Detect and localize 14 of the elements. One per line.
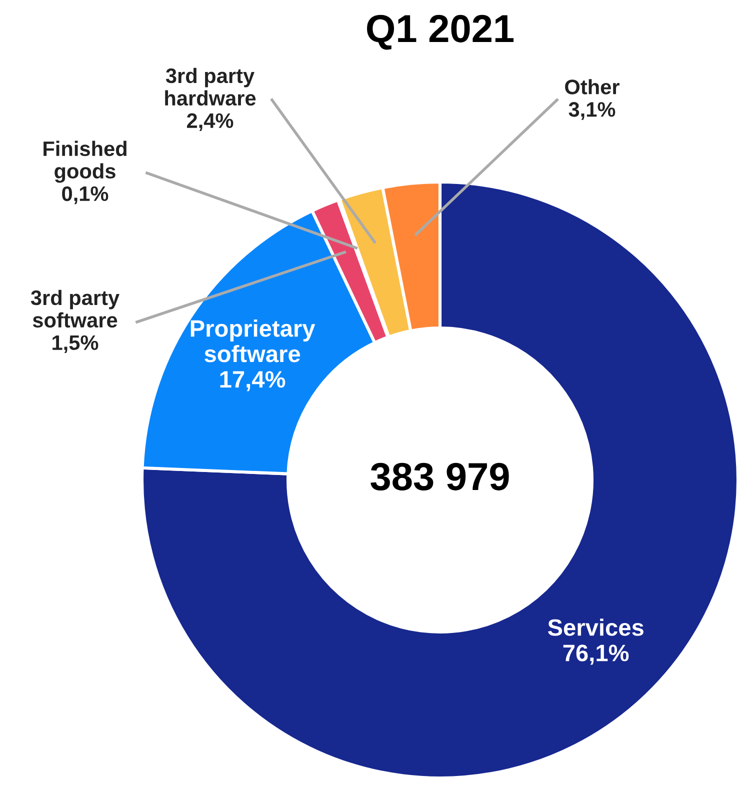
data-label: 0,1% — [62, 186, 108, 204]
slice-label: Other — [565, 79, 620, 94]
data-label: 76,1% — [563, 644, 629, 665]
slice-label: Proprietary software — [190, 320, 316, 362]
chart-title: Q1 2021 — [367, 14, 514, 50]
slice-label: 3rd party hardware — [165, 68, 256, 106]
text: 383 979 — [370, 462, 509, 490]
slice-label: Finished goods — [44, 140, 126, 183]
slice-label: 3rd party software — [30, 290, 120, 328]
data-label: 17,4% — [220, 371, 286, 392]
data-label: 1,5% — [52, 335, 98, 354]
data-label: 2,4% — [186, 113, 234, 132]
data-label: 3,1% — [568, 102, 616, 120]
slice-label: Services — [548, 618, 644, 636]
